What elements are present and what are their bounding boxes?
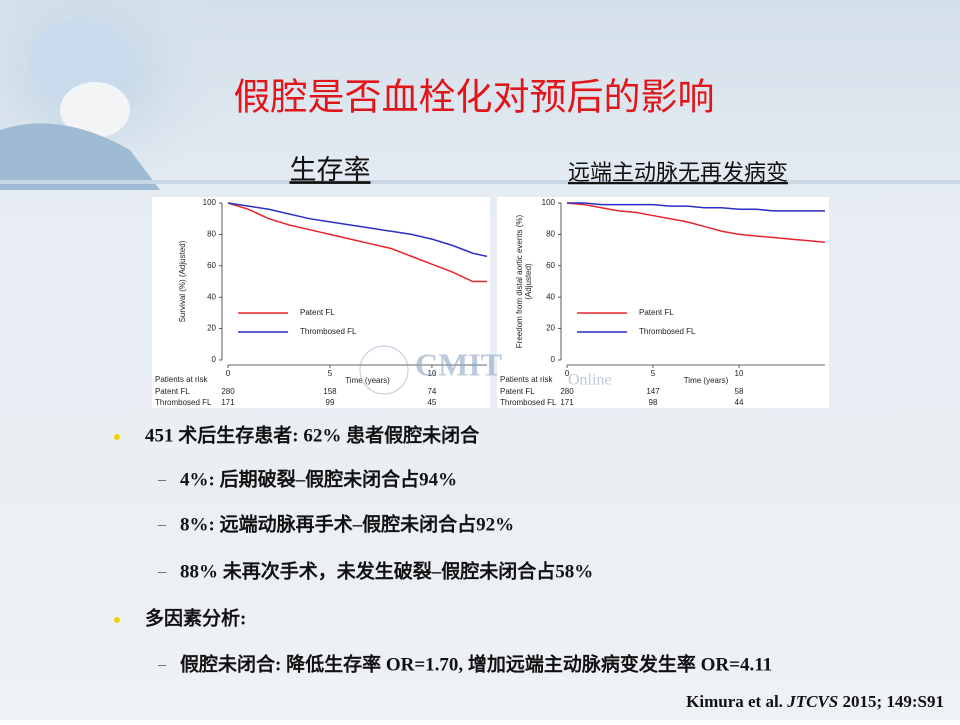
sub-bullet-text: 假腔未闭合: 降低生存率 OR=1.70, 增加远端主动脉病变发生率 OR=4.… — [180, 652, 772, 675]
risk-row-label: Patent FL — [155, 387, 190, 396]
risk-count: 280 — [221, 387, 235, 396]
watermark: Online — [568, 372, 612, 389]
band — [0, 180, 960, 184]
series-line — [227, 202, 487, 283]
y-tick-label: 60 — [207, 261, 216, 270]
y-tick-label: 0 — [551, 355, 556, 364]
citation-detail: 2015; 149:S91 — [838, 692, 944, 711]
y-axis-label: Freedom from distal aortic events (%) — [515, 214, 524, 348]
risk-count: 99 — [326, 398, 335, 407]
y-axis-label: Survival (%) (Adjusted) — [178, 240, 187, 322]
photo-mask — [60, 82, 130, 138]
bullet-dot — [114, 434, 120, 440]
risk-count: 147 — [646, 387, 660, 396]
series-line — [566, 202, 826, 243]
risk-count: 171 — [560, 398, 574, 407]
x-axis-label: Time (years) — [345, 376, 390, 385]
risk-table-title: Patients at risk — [155, 375, 208, 384]
series-line — [227, 202, 488, 258]
risk-row-label: Thrombosed FL — [500, 398, 557, 407]
x-tick-label: 10 — [427, 369, 436, 378]
sub-bullet-text: 4%: 后期破裂–假腔未闭合占94% — [180, 467, 457, 490]
legend-label: Thrombosed FL — [300, 327, 357, 336]
risk-count: 44 — [735, 398, 744, 407]
legend-label: Thrombosed FL — [639, 327, 696, 336]
risk-count: 280 — [560, 387, 574, 396]
x-tick-label: 5 — [651, 369, 656, 378]
x-tick-label: 0 — [565, 369, 570, 378]
x-axis-label: Time (years) — [684, 376, 729, 385]
photo-cap — [30, 20, 130, 100]
y-tick-label: 100 — [203, 198, 217, 207]
y-tick-label: 60 — [546, 261, 555, 270]
sub-dash: – — [157, 657, 167, 674]
y-tick-label: 20 — [207, 324, 216, 333]
y-tick-label: 80 — [207, 230, 216, 239]
x-tick-label: 0 — [226, 369, 231, 378]
y-tick-label: 40 — [546, 292, 555, 301]
risk-count: 98 — [649, 398, 658, 407]
slide-title: 假腔是否血栓化对预后的影响 — [234, 76, 715, 118]
risk-table-title: Patients at risk — [500, 375, 553, 384]
citation-author: Kimura et al. — [686, 692, 787, 711]
bullet-text: 多因素分析: — [145, 606, 246, 629]
sub-dash: – — [157, 564, 167, 581]
chart-panel — [497, 197, 829, 408]
bullet-text: 451 术后生存患者: 62% 患者假腔未闭合 — [145, 423, 480, 446]
bullet-dot — [114, 617, 120, 623]
risk-row-label: Patent FL — [500, 387, 535, 396]
risk-count: 158 — [323, 387, 337, 396]
legend-label: Patent FL — [300, 308, 335, 317]
series-line — [567, 202, 825, 212]
chart-subtitle: 生存率 — [290, 155, 371, 185]
chart-subtitle: 远端主动脉无再发病变 — [568, 160, 788, 185]
risk-count: 58 — [735, 387, 744, 396]
y-tick-label: 40 — [207, 292, 216, 301]
legend-label: Patent FL — [639, 308, 674, 317]
y-axis-label: (Adjusted) — [524, 263, 533, 300]
watermark-globe — [359, 345, 409, 395]
sub-dash: – — [157, 517, 167, 534]
y-tick-label: 80 — [546, 230, 555, 239]
citation-journal: JTCVS — [786, 692, 838, 711]
photo-gown — [0, 123, 160, 190]
y-tick-label: 100 — [542, 198, 556, 207]
risk-count: 45 — [427, 398, 436, 407]
x-tick-label: 10 — [735, 369, 744, 378]
citation: Kimura et al. JTCVS 2015; 149:S91 — [686, 692, 944, 711]
sub-bullet-text: 8%: 远端动脉再手术–假腔未闭合占92% — [180, 512, 514, 535]
risk-row-label: Thrombosed FL — [155, 398, 212, 407]
y-tick-label: 0 — [212, 355, 217, 364]
risk-count: 74 — [427, 387, 436, 396]
x-tick-label: 5 — [328, 369, 333, 378]
y-tick-label: 20 — [546, 324, 555, 333]
watermark: CMIT — [415, 346, 502, 382]
sub-bullet-text: 88% 未再次手术，未发生破裂–假腔未闭合占58% — [180, 559, 593, 582]
risk-count: 171 — [221, 398, 235, 407]
sub-dash: – — [157, 472, 167, 489]
